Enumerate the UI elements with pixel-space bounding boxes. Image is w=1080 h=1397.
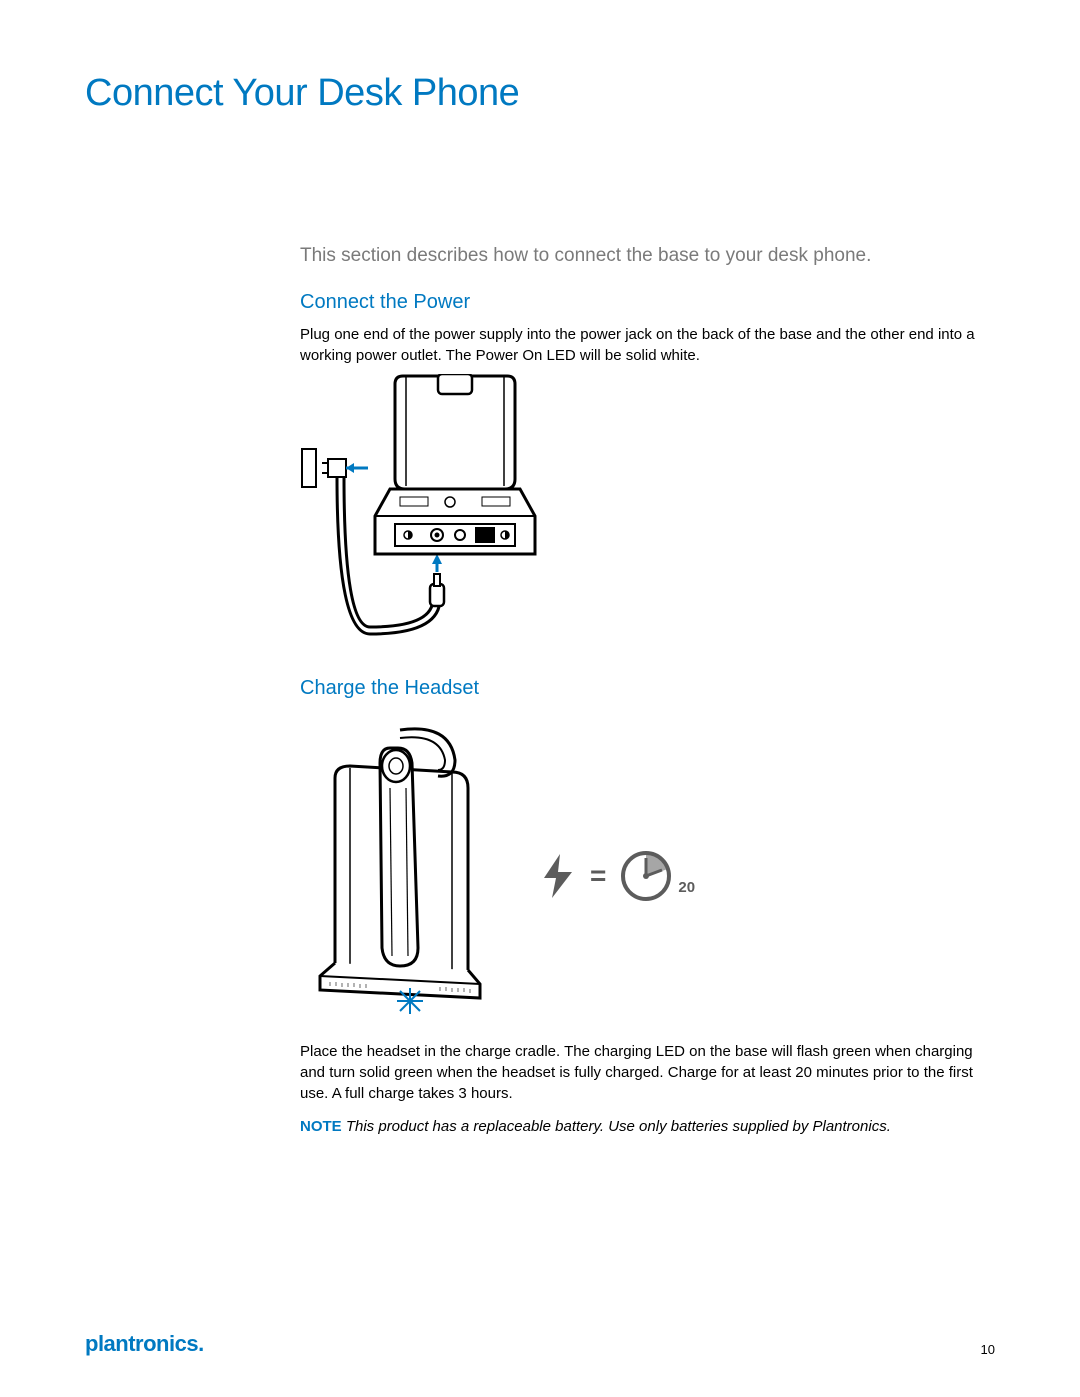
equals-sign: = — [590, 860, 606, 892]
charge-diagram-row: = 20 — [300, 710, 995, 1041]
note-text: This product has a replaceable battery. … — [346, 1118, 891, 1135]
charge-minutes: 20 — [678, 879, 695, 896]
brand-logo: plantronics. — [85, 1331, 204, 1357]
charge-diagram — [300, 718, 500, 1023]
page-footer: plantronics. 10 — [85, 1331, 995, 1357]
power-diagram — [300, 374, 995, 659]
section-heading-power: Connect the Power — [300, 291, 995, 314]
intro-text: This section describes how to connect th… — [300, 245, 995, 267]
section-body-power: Plug one end of the power supply into th… — [300, 324, 995, 366]
lightning-icon — [540, 852, 576, 900]
charge-time-indicator: = 20 — [540, 850, 695, 902]
section-body-charge: Place the headset in the charge cradle. … — [300, 1041, 995, 1104]
clock-icon — [620, 850, 672, 902]
note-line: NOTE This product has a replaceable batt… — [300, 1118, 995, 1135]
content-area: This section describes how to connect th… — [300, 245, 995, 1135]
page-title: Connect Your Desk Phone — [85, 72, 995, 115]
note-label: NOTE — [300, 1118, 342, 1135]
page-number: 10 — [981, 1342, 995, 1357]
section-heading-charge: Charge the Headset — [300, 677, 995, 700]
